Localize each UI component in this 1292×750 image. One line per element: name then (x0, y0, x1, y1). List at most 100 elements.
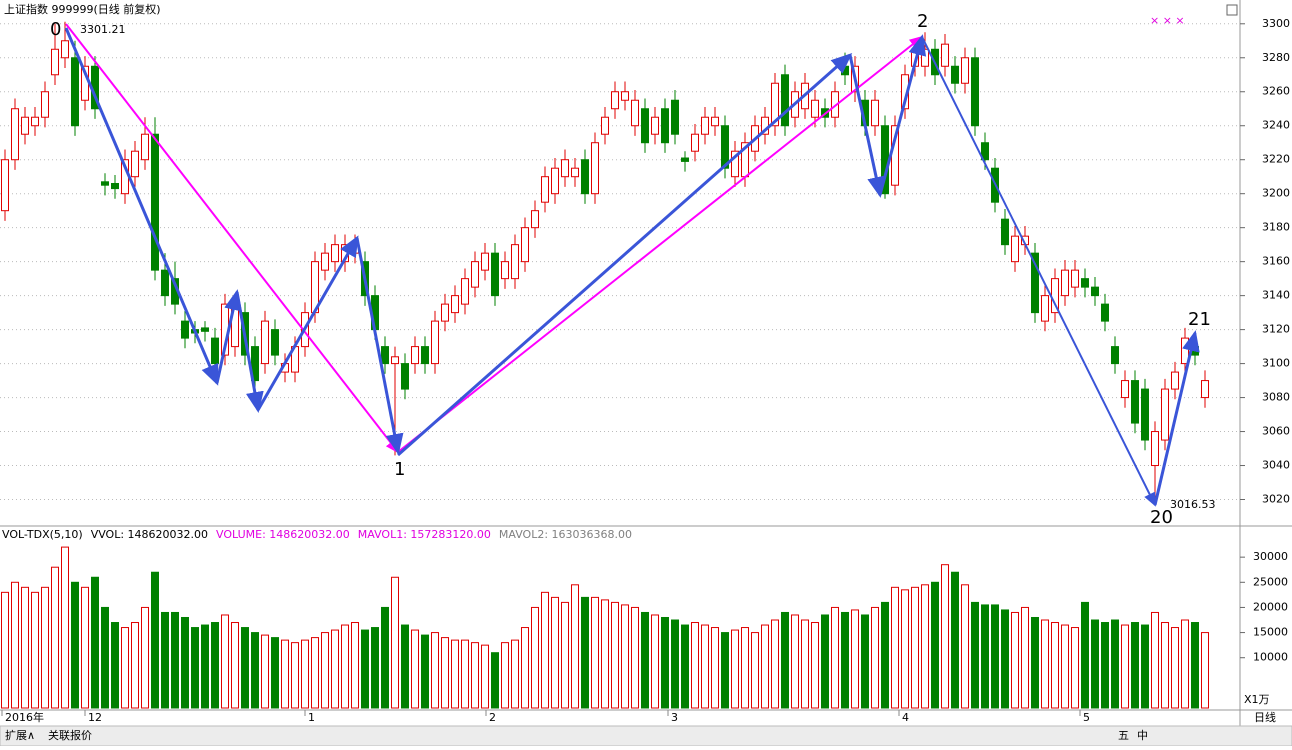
x-tick-label: 3 (671, 711, 678, 724)
y-tick-label: 3140 (1262, 289, 1290, 302)
candle-body (531, 210, 539, 229)
volume-bar (861, 614, 869, 709)
volume-bar (721, 632, 729, 709)
volume-bar (441, 637, 449, 709)
volume-bar (661, 616, 669, 709)
volume-bar (1041, 619, 1049, 709)
candle-body (261, 320, 269, 365)
volume-bar (381, 606, 389, 709)
volume-bar (141, 606, 149, 709)
volume-bar (291, 642, 299, 709)
volume-bar (801, 619, 809, 709)
volume-bar (31, 591, 39, 709)
toolbar-tab[interactable]: 扩展∧ (5, 728, 35, 742)
volume-bar (881, 601, 889, 709)
volume-bar (301, 639, 309, 709)
wave-label: 2 (917, 11, 928, 32)
y-tick-label: 3240 (1262, 119, 1290, 132)
volume-bar (391, 576, 399, 709)
volume-bar (1111, 619, 1119, 709)
price-note: 3016.53 (1170, 498, 1216, 511)
volume-bar (1071, 627, 1079, 709)
volume-bar (1, 591, 9, 709)
volume-bar (451, 639, 459, 709)
candle-body (671, 99, 679, 135)
y-tick-label: 3100 (1262, 357, 1290, 370)
legend-item: VVOL: 148620032.00 (91, 528, 208, 541)
volume-bar (681, 624, 689, 709)
volume-bar (731, 629, 739, 709)
volume-bar (901, 589, 909, 709)
candle-body (631, 99, 639, 127)
volume-bar (931, 581, 939, 709)
candle-body (681, 157, 689, 162)
y-tick-label: 3280 (1262, 51, 1290, 64)
volume-bar (281, 639, 289, 709)
candle-body (1091, 286, 1099, 297)
wave-label: 20 (1150, 507, 1173, 528)
candle-body (841, 65, 849, 76)
candle-body (701, 116, 709, 135)
volume-bar (181, 616, 189, 709)
candle-body (661, 108, 669, 144)
candle-body (61, 40, 69, 59)
candle-body (321, 252, 329, 271)
volume-bar (711, 627, 719, 709)
candle-body (961, 57, 969, 84)
volume-bar (611, 601, 619, 709)
candle-body (941, 43, 949, 67)
y-tick-label: 3300 (1262, 17, 1290, 30)
candle-body (421, 346, 429, 365)
volume-bar (891, 586, 899, 709)
y-tick-label: 10000 (1253, 651, 1288, 664)
candle-body (871, 99, 879, 127)
x-tick-label: 2 (489, 711, 496, 724)
volume-bar (221, 614, 229, 709)
y-tick-label: 3160 (1262, 255, 1290, 268)
candle-body (331, 244, 339, 263)
candle-body (611, 91, 619, 110)
volume-bar (1091, 619, 1099, 709)
volume-bar (631, 606, 639, 709)
candle-body (1011, 235, 1019, 263)
volume-bar (491, 652, 499, 709)
volume-bar (51, 566, 59, 709)
candle-body (641, 108, 649, 144)
y-tick-label: 3220 (1262, 153, 1290, 166)
toolbar-tab[interactable]: 关联报价 (48, 728, 92, 742)
volume-bar (11, 581, 19, 709)
volume-bar (1151, 611, 1159, 709)
volume-bar (61, 546, 69, 709)
candle-body (41, 91, 49, 118)
volume-bar (71, 581, 79, 709)
legend-item: VOL-TDX(5,10) (2, 528, 83, 541)
window-button[interactable] (1226, 4, 1238, 16)
volume-bar (341, 624, 349, 709)
volume-bar (1031, 616, 1039, 709)
candle-body (711, 116, 719, 127)
candle-body (131, 150, 139, 178)
volume-bar (1141, 624, 1149, 709)
volume-bar (151, 571, 159, 709)
candle-body (1001, 218, 1009, 246)
volume-bar (501, 642, 509, 709)
candle-body (431, 320, 439, 365)
candle-body (971, 57, 979, 127)
candle-body (831, 91, 839, 118)
marker-icons: × × × (1150, 14, 1185, 27)
toolbar-icon[interactable]: 五 (1118, 729, 1129, 742)
volume-bar (561, 601, 569, 709)
candle-body (71, 57, 79, 127)
volume-bar (201, 624, 209, 709)
toolbar-icon[interactable]: 中 (1137, 729, 1148, 742)
volume-bar (531, 606, 539, 709)
y-tick-label: 3200 (1262, 187, 1290, 200)
volume-bar (331, 629, 339, 709)
volume-bar (971, 601, 979, 709)
volume-bar (21, 586, 29, 709)
volume-bar (1131, 622, 1139, 709)
candle-body (401, 363, 409, 390)
unit-label: X1万 (1244, 693, 1270, 706)
volume-bar (81, 586, 89, 709)
